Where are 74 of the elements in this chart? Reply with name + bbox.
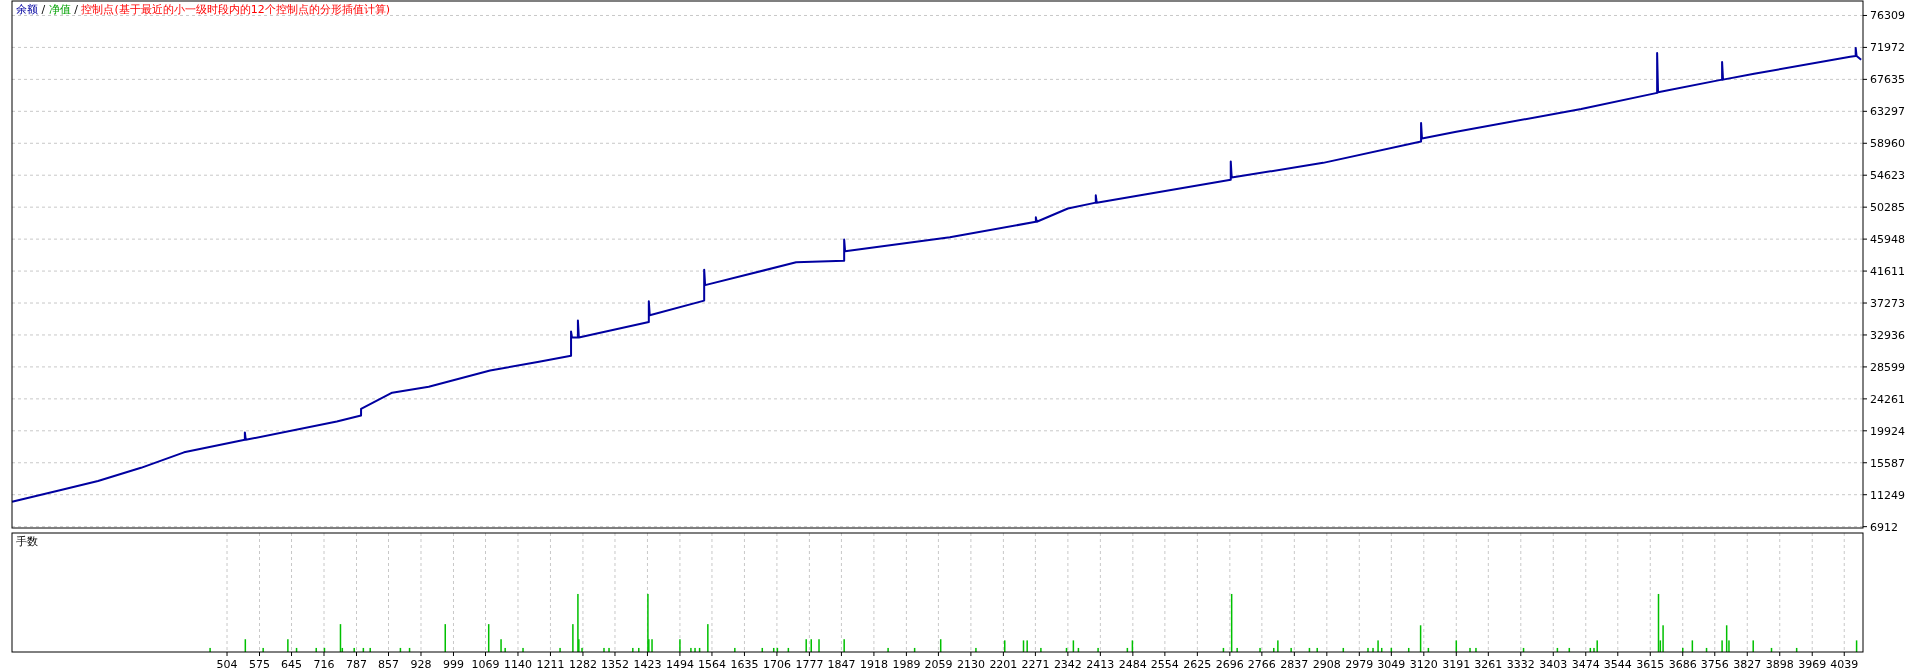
x-tick-label: 2201: [989, 658, 1018, 671]
x-tick-label: 645: [281, 658, 303, 671]
x-tick-label: 3969: [1798, 658, 1827, 671]
x-tick-label: 3544: [1603, 658, 1632, 671]
x-tick-label: 2130: [956, 658, 985, 671]
x-tick-label: 3332: [1506, 658, 1535, 671]
x-tick-label: 3898: [1765, 658, 1794, 671]
x-tick-label: 1211: [536, 658, 565, 671]
x-tick-label: 1847: [827, 658, 856, 671]
x-tick-label: 1635: [730, 658, 759, 671]
x-tick-label: 1777: [795, 658, 824, 671]
x-tick-label: 787: [345, 658, 367, 671]
y-tick-label: 6912: [1870, 520, 1898, 534]
x-tick-label: 2979: [1345, 658, 1374, 671]
y-tick-label: 37273: [1870, 297, 1905, 311]
x-tick-label: 2837: [1280, 658, 1309, 671]
x-tick-label: 3049: [1377, 658, 1406, 671]
y-tick-label: 63297: [1870, 105, 1905, 119]
x-tick-label: 716: [313, 658, 335, 671]
y-tick-label: 45948: [1870, 233, 1905, 247]
x-tick-label: 2059: [924, 658, 953, 671]
x-tick-label: 3403: [1539, 658, 1568, 671]
y-tick-label: 28599: [1870, 360, 1905, 374]
y-tick-label: 19924: [1870, 424, 1905, 438]
x-tick-label: 3615: [1636, 658, 1665, 671]
y-tick-label: 32936: [1870, 328, 1905, 342]
x-tick-label: 2696: [1215, 658, 1244, 671]
x-tick-label: 2908: [1312, 658, 1341, 671]
y-tick-label: 41611: [1870, 265, 1905, 279]
x-tick-label: 2625: [1183, 658, 1212, 671]
y-tick-label: 71972: [1870, 41, 1905, 55]
x-tick-label: 4039: [1830, 658, 1859, 671]
x-tick-label: 3191: [1442, 658, 1471, 671]
y-tick-label: 76309: [1870, 9, 1905, 23]
x-tick-label: 999: [442, 658, 464, 671]
x-tick-label: 1989: [892, 658, 921, 671]
x-tick-label: 1423: [633, 658, 662, 671]
x-tick-label: 3827: [1733, 658, 1762, 671]
x-tick-label: 2271: [1021, 658, 1050, 671]
legend-label: 净值: [48, 3, 71, 16]
legend-label: 控制点(基于最近的小一级时段内的12个控制点的分形插值计算): [81, 3, 390, 16]
y-tick-label: 15587: [1870, 456, 1905, 470]
x-tick-label: 1494: [665, 658, 694, 671]
x-tick-label: 1282: [568, 658, 597, 671]
y-tick-label: 24261: [1870, 392, 1905, 406]
y-tick-label: 67635: [1870, 73, 1905, 87]
y-tick-label: 11249: [1870, 488, 1905, 502]
x-tick-label: 1140: [503, 658, 532, 671]
x-tick-label: 1352: [600, 658, 629, 671]
x-tick-label: 3686: [1668, 658, 1697, 671]
y-tick-label: 50285: [1870, 201, 1905, 215]
x-tick-label: 3261: [1474, 658, 1503, 671]
y-tick-label: 54623: [1870, 169, 1905, 183]
x-tick-label: 3756: [1700, 658, 1729, 671]
x-tick-label: 928: [410, 658, 432, 671]
text: 余额: [16, 3, 38, 16]
x-tick-label: 2484: [1118, 658, 1147, 671]
x-tick-label: 857: [378, 658, 400, 671]
x-tick-label: 3474: [1571, 658, 1600, 671]
x-tick-label: 1918: [859, 658, 888, 671]
chart-title: 手数: [16, 535, 38, 548]
annotation: /: [70, 3, 82, 16]
x-tick-label: 1564: [697, 658, 726, 671]
y-tick-label: 58960: [1870, 137, 1905, 151]
x-tick-label: 3120: [1409, 658, 1438, 671]
x-tick-label: 1069: [471, 658, 500, 671]
x-tick-label: 575: [249, 658, 270, 671]
x-tick-label: 2413: [1086, 658, 1115, 671]
x-tick-label: 2342: [1053, 658, 1082, 671]
x-tick-label: 2766: [1247, 658, 1276, 671]
x-tick-label: 504: [216, 658, 238, 671]
x-tick-label: 2554: [1150, 658, 1179, 671]
x-tick-label: 1706: [762, 658, 791, 671]
annotation: /: [38, 3, 49, 16]
